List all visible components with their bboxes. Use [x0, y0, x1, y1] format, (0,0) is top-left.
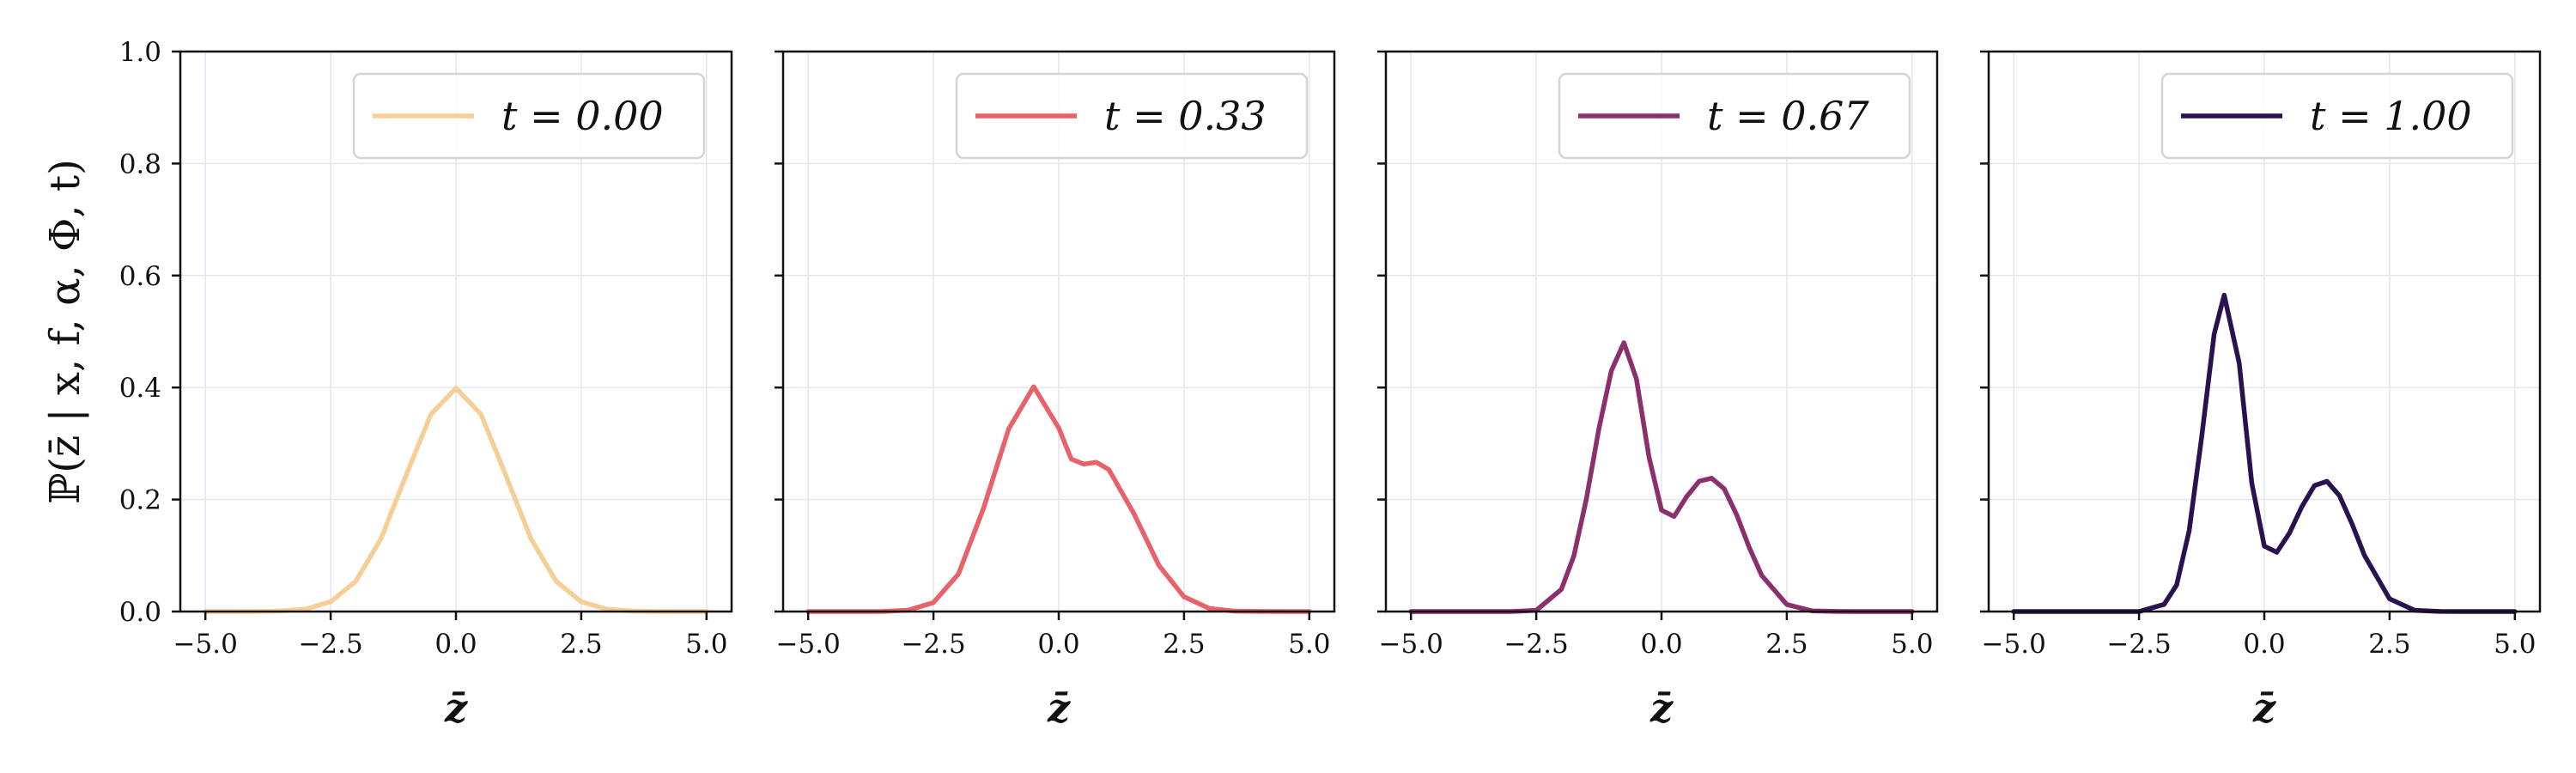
- legend-box: [1558, 72, 1911, 160]
- x-tick-label: 2.5: [1765, 629, 1807, 660]
- legend: t = 1.00: [2160, 72, 2514, 160]
- y-tick-label: 0.0: [119, 597, 161, 628]
- x-tick-label: 2.5: [560, 629, 602, 660]
- x-tick-label: −5.0: [1982, 629, 2046, 660]
- chart-panel-3: −5.0 −2.5 0.0 2.5 5.0 z̄ t = 0.67: [1377, 50, 1939, 731]
- legend-label: t = 1.00: [2310, 93, 2472, 139]
- x-tick-label: 0.0: [2243, 629, 2285, 660]
- legend: t = 0.67: [1558, 72, 1911, 160]
- x-tick-label: 5.0: [1891, 629, 1933, 660]
- x-tick-label: 2.5: [2368, 629, 2410, 660]
- series-line: [203, 386, 709, 614]
- legend-label: t = 0.33: [1104, 93, 1267, 139]
- chart-panel-2: −5.0 −2.5 0.0 2.5 5.0 z̄ t = 0.33: [775, 50, 1336, 731]
- legend: t = 0.00: [352, 72, 706, 160]
- y-tick-label: 0.2: [119, 485, 161, 516]
- x-tick-label: 5.0: [685, 629, 727, 660]
- x-axis-label: z̄: [444, 685, 468, 731]
- x-tick-label: −2.5: [298, 629, 362, 660]
- x-axis-label: z̄: [1047, 685, 1071, 731]
- x-axis-label: z̄: [1649, 685, 1674, 731]
- legend-label: t = 0.00: [501, 93, 664, 139]
- x-tick-label: −5.0: [173, 629, 238, 660]
- x-tick-label: −2.5: [1504, 629, 1568, 660]
- x-tick-label: 5.0: [2494, 629, 2536, 660]
- x-tick-label: 2.5: [1163, 629, 1205, 660]
- y-tick-label: 0.4: [119, 373, 161, 404]
- legend-box: [955, 72, 1309, 160]
- legend-box: [352, 72, 706, 160]
- legend: t = 0.33: [955, 72, 1309, 160]
- chart-panel-4: −5.0 −2.5 0.0 2.5 5.0 z̄ t = 1.00: [1980, 50, 2542, 731]
- x-tick-label: −5.0: [1379, 629, 1443, 660]
- x-tick-label: −2.5: [901, 629, 965, 660]
- x-tick-label: −5.0: [776, 629, 841, 660]
- y-tick-label: 1.0: [119, 37, 161, 68]
- x-tick-label: 0.0: [1037, 629, 1079, 660]
- x-tick-label: 0.0: [1640, 629, 1682, 660]
- y-tick-label: 0.6: [119, 261, 161, 292]
- legend-label: t = 0.67: [1707, 93, 1869, 139]
- x-tick-label: −2.5: [2106, 629, 2171, 660]
- x-tick-label: 0.0: [434, 629, 477, 660]
- y-tick-label: 0.8: [119, 149, 161, 180]
- y-axis-label: ℙ(z̄ | x, f, α, Φ, t): [41, 159, 89, 504]
- x-axis-label: z̄: [2252, 685, 2276, 731]
- legend-box: [2160, 72, 2514, 160]
- chart-panel-1: −5.0 −2.5 0.0 2.5 5.0 0.0 0.2 0.4 0.6 0.8 1.0 z̄ ℙ(z…: [41, 37, 733, 731]
- x-tick-label: 5.0: [1288, 629, 1330, 660]
